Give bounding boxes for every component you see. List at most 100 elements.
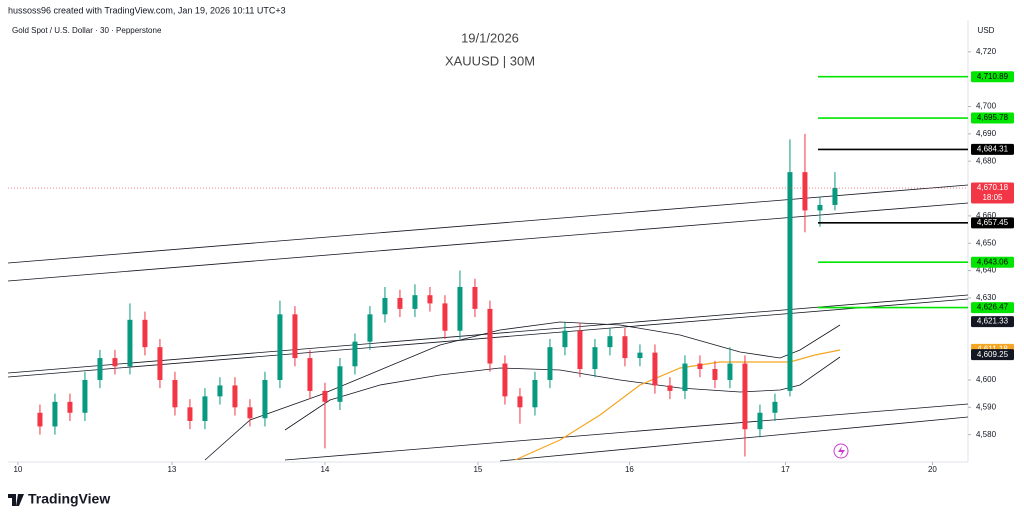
- candle-body: [67, 401, 73, 413]
- logo-text: TradingView: [28, 491, 110, 507]
- candle-body: [697, 363, 703, 370]
- candle-body: [187, 407, 193, 421]
- candle-body: [37, 412, 43, 427]
- level-tag: [971, 217, 1014, 229]
- candle-body: [787, 172, 793, 391]
- level-tag-label: 4,695.78: [977, 113, 1009, 122]
- candle-body: [682, 363, 688, 391]
- level-tag: [971, 302, 1014, 314]
- candle-body: [322, 390, 328, 402]
- price-tag-label: 4,611.18: [977, 344, 1008, 353]
- candle-body: [112, 358, 118, 367]
- plot-area: [37, 133, 838, 457]
- credit: hussoss96 created with TradingView.com, …: [8, 5, 286, 15]
- candle-body: [472, 286, 478, 309]
- candle-body: [292, 314, 298, 359]
- level-tag: [971, 256, 1014, 268]
- candle-body: [262, 379, 268, 419]
- candle-body: [772, 401, 778, 413]
- trend-line: [284, 403, 969, 461]
- countdown: 18:05: [982, 193, 1003, 202]
- candle-body: [367, 314, 373, 342]
- candle-body: [592, 347, 598, 370]
- candle-body: [622, 336, 628, 359]
- price-tag: [971, 316, 1014, 328]
- trend-line: [7, 184, 969, 264]
- y-tick-label: 4,600: [976, 375, 997, 384]
- alert-icon[interactable]: [833, 443, 849, 459]
- envelope-upper: [204, 321, 841, 461]
- trend-line: [7, 202, 969, 282]
- candle-body: [247, 407, 253, 419]
- candle-body: [157, 347, 163, 380]
- x-tick-label: 15: [473, 465, 482, 474]
- candle-body: [442, 303, 448, 331]
- level-tag-label: 4,684.31: [977, 145, 1009, 154]
- x-tick-label: 14: [320, 465, 329, 474]
- chart-subtitle: XAUUSD | 30M: [445, 53, 535, 68]
- y-tick-label: 4,680: [976, 156, 997, 165]
- candle-body: [142, 319, 148, 348]
- candle-body: [757, 412, 763, 430]
- candle-body: [502, 363, 508, 397]
- candle-body: [802, 172, 808, 211]
- level-tag: [971, 71, 1014, 83]
- y-tick-label: 4,720: [976, 47, 997, 56]
- candle-body: [277, 314, 283, 380]
- candle-body: [712, 369, 718, 380]
- candle-body: [352, 341, 358, 367]
- candle-body: [412, 295, 418, 309]
- candle-body: [517, 396, 523, 408]
- candle-body: [427, 295, 433, 304]
- candle-body: [457, 286, 463, 331]
- candle-body: [52, 401, 58, 427]
- y-tick-label: 4,640: [976, 266, 997, 275]
- candle-body: [667, 385, 673, 391]
- level-tag: [971, 143, 1014, 155]
- candle-body: [817, 204, 823, 211]
- y-tick-label: 4,660: [976, 211, 997, 220]
- y-tick-label: 4,630: [976, 293, 997, 302]
- candle-body: [832, 188, 838, 205]
- symbol: Gold Spot / U.S. Dollar · 30 · Peppersto…: [12, 26, 162, 35]
- y-tick-label: 4,580: [976, 430, 997, 439]
- price-tag-label: 4,609.25: [977, 350, 1009, 359]
- candle-body: [127, 319, 133, 367]
- x-tick-label: 10: [13, 465, 22, 474]
- candle-body: [397, 297, 403, 309]
- level-tag-label: 4,626.47: [977, 303, 1009, 312]
- candle-body: [487, 308, 493, 364]
- x-tick-label: 20: [928, 465, 937, 474]
- x-tick-label: 17: [781, 465, 790, 474]
- level-tag-label: 4,710.89: [977, 72, 1009, 81]
- envelope-lower: [284, 356, 841, 431]
- chart-title: 19/1/2026: [461, 30, 519, 45]
- candle-body: [637, 352, 643, 359]
- x-tick-label: 16: [625, 465, 634, 474]
- candle-body: [82, 379, 88, 413]
- candle-body: [547, 347, 553, 380]
- candle-body: [307, 358, 313, 391]
- candle-body: [577, 330, 583, 370]
- candle-body: [727, 363, 733, 380]
- trend-line: [499, 416, 969, 462]
- candle-body: [232, 385, 238, 408]
- y-tick-label: 4,590: [976, 402, 997, 411]
- candle-body: [337, 366, 343, 402]
- level-tag-label: 4,657.45: [977, 218, 1009, 227]
- candle-body: [172, 379, 178, 408]
- candle-body: [742, 363, 748, 430]
- last-price-label: 4,670.18: [977, 183, 1009, 192]
- candle-body: [532, 379, 538, 408]
- candle-body: [217, 385, 223, 397]
- y-tick-label: 4,700: [976, 102, 997, 111]
- candle-body: [202, 396, 208, 421]
- candle-body: [97, 358, 103, 380]
- y-tick-label: 4,650: [976, 238, 997, 247]
- candle-body: [652, 352, 658, 386]
- candle-body: [562, 330, 568, 348]
- candle-body: [382, 297, 388, 315]
- last-price-tag: [971, 182, 1014, 204]
